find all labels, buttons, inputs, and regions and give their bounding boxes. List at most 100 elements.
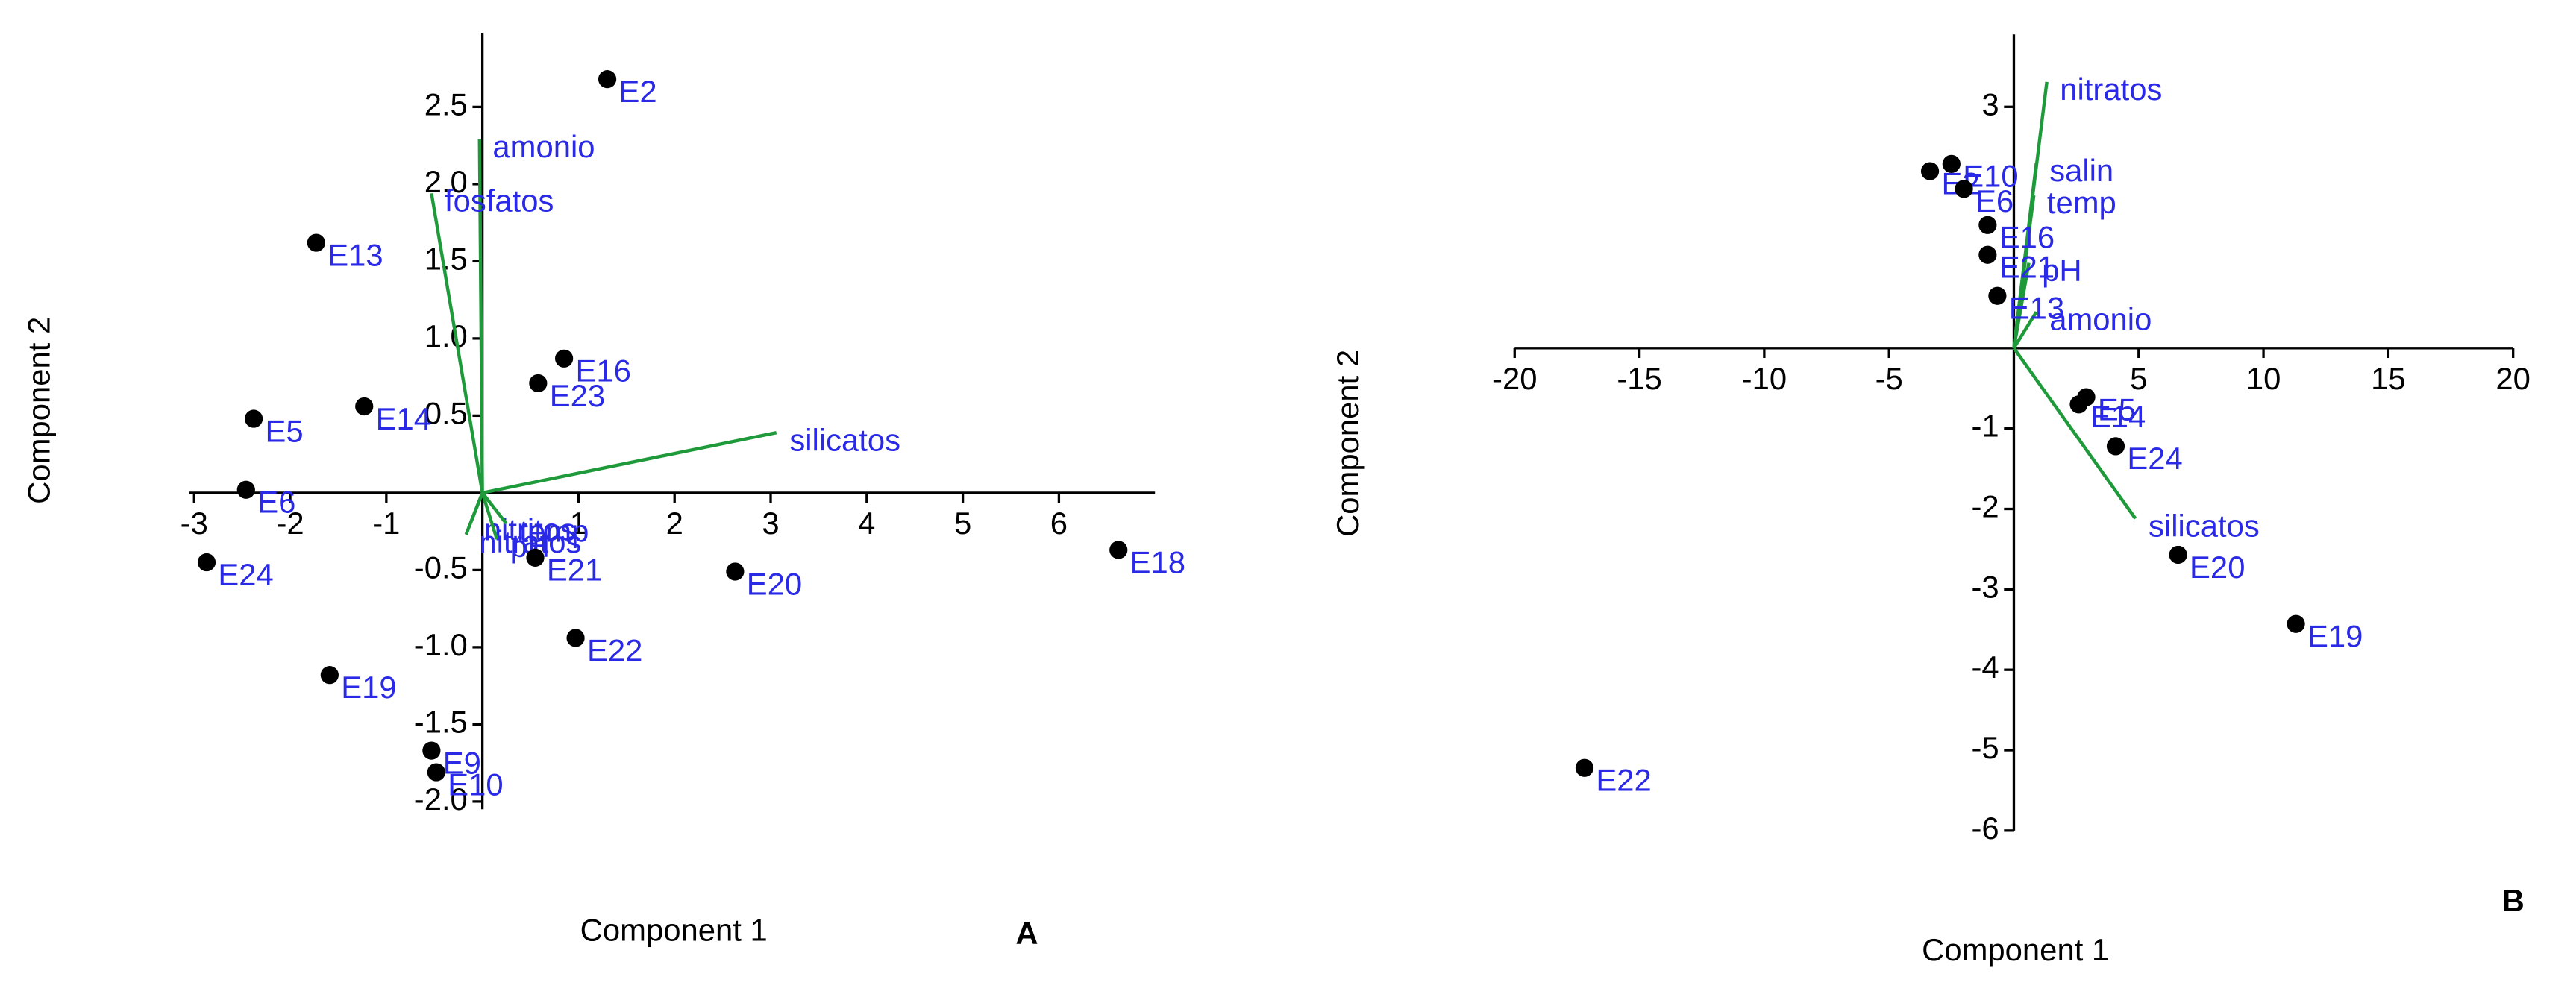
point-label: E13 xyxy=(2009,291,2064,326)
y-tick-label: -2 xyxy=(1971,489,1999,524)
point-label: E19 xyxy=(341,670,396,705)
vector-label: temp xyxy=(519,514,589,549)
y-tick-label: -1.5 xyxy=(414,704,468,739)
point-label: E16 xyxy=(576,353,631,389)
x-tick-label: 10 xyxy=(2246,361,2281,396)
loading-vector xyxy=(2012,347,2137,520)
point-label: E10 xyxy=(448,767,503,802)
point-label: E22 xyxy=(1596,763,1651,798)
point-label: E18 xyxy=(1130,544,1185,579)
vector-label: nitritos xyxy=(484,512,576,547)
point xyxy=(1942,154,1961,173)
point-label: E22 xyxy=(587,632,642,667)
vector-label: temp xyxy=(2047,185,2116,220)
x-tick-label: 20 xyxy=(2495,361,2530,396)
point-label: E24 xyxy=(2127,441,2182,476)
point xyxy=(1920,162,1940,180)
x-tick-label: -2 xyxy=(276,506,304,541)
loading-vector xyxy=(482,431,777,495)
y-tick-label: 2.0 xyxy=(424,164,468,199)
point-label: E5 xyxy=(2098,392,2136,427)
x-tick-label: -1 xyxy=(372,506,400,541)
point xyxy=(236,480,255,499)
x-tick-label: -10 xyxy=(1742,361,1787,396)
point xyxy=(2069,395,2088,414)
x-tick-label: -20 xyxy=(1492,361,1537,396)
x-tick-label: 5 xyxy=(954,506,971,541)
x-tick-label: 4 xyxy=(858,506,875,541)
y-tick-label: -6 xyxy=(1971,811,1999,846)
loading-vector xyxy=(2012,262,2031,349)
point-label: E21 xyxy=(1999,250,2055,285)
point xyxy=(526,548,545,567)
point-label: E2 xyxy=(618,74,656,109)
point-label: E9 xyxy=(443,745,481,780)
vector-label: fosfatos xyxy=(445,183,554,218)
point-label: E19 xyxy=(2307,619,2363,654)
x-tick-label: -3 xyxy=(181,506,208,541)
vector-label: amonio xyxy=(2049,302,2152,337)
y-tick-label: 0.5 xyxy=(424,395,468,430)
x-axis-title: Component 1 xyxy=(580,912,768,947)
vector-label: amonio xyxy=(492,129,595,164)
point-label: E13 xyxy=(328,237,383,272)
point-label: E14 xyxy=(2090,399,2146,434)
vector-label: silicatos xyxy=(789,422,900,457)
loading-vector xyxy=(2012,311,2038,349)
y-tick-label: -3 xyxy=(1971,569,1999,604)
point-label: E21 xyxy=(547,553,602,588)
y-axis-title: Component 2 xyxy=(1330,350,1365,537)
point xyxy=(355,397,374,416)
x-axis-title: Component 1 xyxy=(1922,932,2109,967)
point-label: E23 xyxy=(550,378,605,413)
x-tick-label: 3 xyxy=(762,506,779,541)
point xyxy=(197,553,216,572)
point xyxy=(307,233,325,252)
loading-vector xyxy=(430,192,484,494)
x-tick-label: 2 xyxy=(666,506,683,541)
x-tick-label: 1 xyxy=(570,506,587,541)
y-tick-label: 1.0 xyxy=(424,318,468,353)
point-label: E5 xyxy=(266,413,304,448)
point xyxy=(555,349,574,368)
point-label: E20 xyxy=(2190,550,2245,585)
point xyxy=(2169,545,2187,565)
panel-label: A xyxy=(1015,916,1038,951)
y-tick-label: 2.5 xyxy=(424,87,468,122)
point xyxy=(1575,758,1594,777)
y-tick-label: 3 xyxy=(1981,87,1999,122)
point xyxy=(2287,614,2305,633)
vector-label: nitratos xyxy=(2060,72,2162,107)
loading-vector xyxy=(480,492,499,540)
panel-label: B xyxy=(2502,883,2525,918)
point xyxy=(245,409,263,428)
vector-label: silicatos xyxy=(2149,509,2260,544)
y-tick-label: -1.0 xyxy=(414,627,468,662)
point xyxy=(1955,180,1973,198)
point xyxy=(529,374,548,393)
y-tick-label: -0.5 xyxy=(414,550,468,585)
y-tick-label: -1 xyxy=(1971,409,1999,444)
point xyxy=(422,741,441,760)
point xyxy=(1978,216,1997,234)
y-tick-label: -4 xyxy=(1971,650,1999,685)
x-tick-label: -15 xyxy=(1617,361,1661,396)
point-label: E14 xyxy=(376,401,431,436)
point xyxy=(598,70,617,89)
x-tick-label: 15 xyxy=(2371,361,2406,396)
point xyxy=(566,629,585,647)
point-label: E24 xyxy=(218,557,273,592)
y-tick-label: -2.0 xyxy=(414,782,468,817)
vector-label: pH xyxy=(2042,253,2081,288)
x-tick-label: -5 xyxy=(1875,361,1903,396)
point xyxy=(1978,245,1997,264)
point-label: E6 xyxy=(1975,183,2014,218)
loading-vector xyxy=(477,139,484,493)
y-tick-label: -5 xyxy=(1971,730,1999,765)
x-tick-label: 5 xyxy=(2130,361,2147,396)
point-label: E20 xyxy=(747,566,802,601)
point xyxy=(2106,437,2125,456)
vector-label: salin xyxy=(2049,153,2113,188)
point xyxy=(427,763,445,782)
